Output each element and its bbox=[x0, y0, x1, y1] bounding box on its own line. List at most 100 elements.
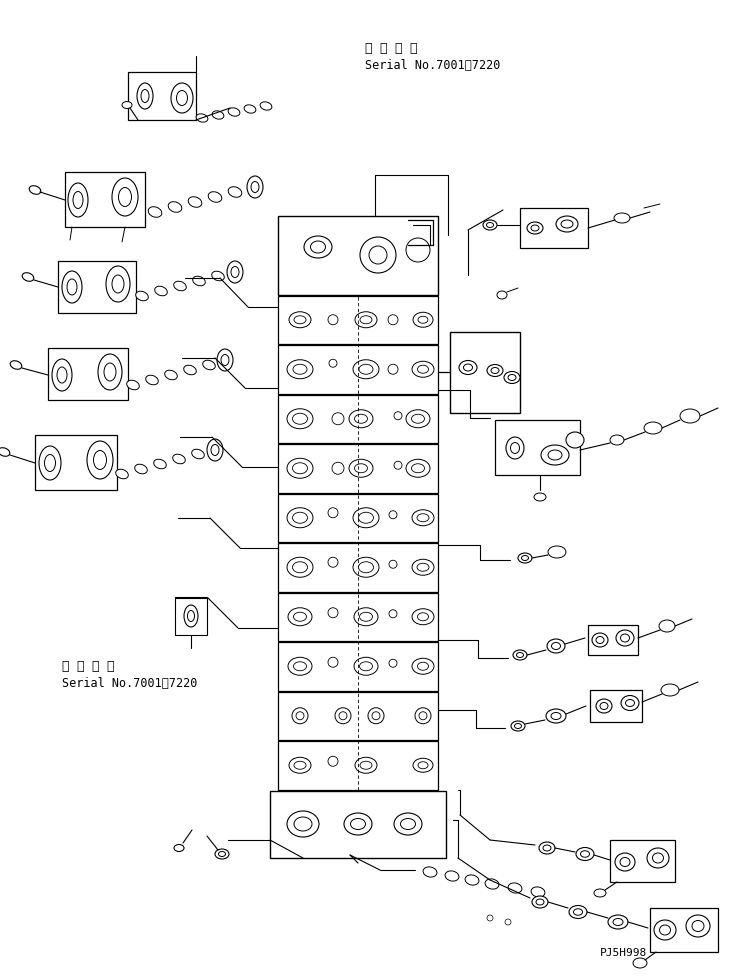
Ellipse shape bbox=[212, 111, 224, 120]
Ellipse shape bbox=[165, 370, 177, 380]
Ellipse shape bbox=[412, 560, 434, 575]
Ellipse shape bbox=[359, 365, 373, 374]
Ellipse shape bbox=[539, 842, 555, 854]
Ellipse shape bbox=[293, 562, 307, 572]
Ellipse shape bbox=[203, 361, 215, 369]
Ellipse shape bbox=[548, 546, 566, 558]
Circle shape bbox=[394, 412, 402, 419]
Ellipse shape bbox=[293, 612, 307, 621]
Circle shape bbox=[292, 708, 308, 724]
Ellipse shape bbox=[244, 105, 256, 113]
Ellipse shape bbox=[127, 380, 139, 390]
Ellipse shape bbox=[287, 409, 313, 429]
Ellipse shape bbox=[406, 460, 430, 477]
Bar bbox=[278, 544, 438, 592]
Bar bbox=[278, 296, 438, 345]
Ellipse shape bbox=[511, 721, 525, 731]
Ellipse shape bbox=[504, 371, 520, 383]
Circle shape bbox=[394, 462, 402, 469]
Ellipse shape bbox=[174, 845, 184, 852]
Bar bbox=[450, 332, 520, 413]
Ellipse shape bbox=[485, 879, 499, 889]
Ellipse shape bbox=[536, 899, 544, 905]
Ellipse shape bbox=[546, 709, 566, 723]
Text: Serial No.7001～7220: Serial No.7001～7220 bbox=[365, 59, 500, 72]
Bar bbox=[278, 494, 438, 543]
Ellipse shape bbox=[287, 811, 319, 837]
Ellipse shape bbox=[221, 355, 229, 366]
Ellipse shape bbox=[293, 662, 307, 670]
Circle shape bbox=[328, 315, 338, 324]
Ellipse shape bbox=[360, 761, 372, 769]
Ellipse shape bbox=[349, 410, 373, 427]
Ellipse shape bbox=[288, 658, 312, 675]
Ellipse shape bbox=[359, 612, 372, 621]
Circle shape bbox=[369, 246, 387, 264]
Ellipse shape bbox=[192, 449, 204, 459]
Ellipse shape bbox=[29, 186, 41, 194]
Ellipse shape bbox=[217, 349, 233, 371]
Ellipse shape bbox=[353, 558, 379, 577]
Ellipse shape bbox=[608, 915, 628, 929]
Ellipse shape bbox=[171, 83, 193, 113]
Ellipse shape bbox=[287, 459, 313, 478]
Circle shape bbox=[296, 711, 304, 719]
Bar bbox=[278, 346, 438, 394]
Ellipse shape bbox=[39, 446, 61, 480]
Circle shape bbox=[328, 757, 338, 766]
Ellipse shape bbox=[287, 360, 313, 378]
Ellipse shape bbox=[136, 291, 148, 301]
Ellipse shape bbox=[288, 608, 312, 626]
Circle shape bbox=[487, 915, 493, 921]
Ellipse shape bbox=[293, 365, 307, 374]
Ellipse shape bbox=[445, 871, 459, 881]
Ellipse shape bbox=[418, 366, 429, 373]
Ellipse shape bbox=[68, 183, 88, 217]
Circle shape bbox=[332, 413, 344, 424]
Ellipse shape bbox=[293, 463, 307, 473]
Bar bbox=[65, 172, 145, 227]
Ellipse shape bbox=[287, 508, 313, 528]
Ellipse shape bbox=[227, 261, 243, 283]
Ellipse shape bbox=[556, 216, 578, 232]
Ellipse shape bbox=[686, 915, 710, 937]
Ellipse shape bbox=[294, 761, 306, 769]
Ellipse shape bbox=[412, 609, 434, 625]
Ellipse shape bbox=[294, 316, 306, 323]
Ellipse shape bbox=[412, 415, 425, 423]
Circle shape bbox=[406, 238, 430, 262]
Ellipse shape bbox=[350, 818, 366, 829]
Ellipse shape bbox=[491, 368, 499, 373]
Ellipse shape bbox=[353, 508, 379, 528]
Ellipse shape bbox=[208, 192, 222, 202]
Ellipse shape bbox=[594, 889, 606, 897]
Ellipse shape bbox=[73, 191, 83, 209]
Circle shape bbox=[389, 511, 397, 518]
Ellipse shape bbox=[521, 556, 529, 561]
Ellipse shape bbox=[207, 439, 223, 461]
Ellipse shape bbox=[551, 712, 561, 719]
Circle shape bbox=[372, 711, 380, 719]
Ellipse shape bbox=[513, 650, 527, 660]
Ellipse shape bbox=[360, 316, 372, 323]
Ellipse shape bbox=[547, 639, 565, 653]
Bar bbox=[278, 643, 438, 691]
Ellipse shape bbox=[644, 422, 662, 434]
Text: 適 用 号 機: 適 用 号 機 bbox=[365, 42, 418, 55]
Ellipse shape bbox=[633, 958, 647, 968]
Ellipse shape bbox=[412, 464, 425, 472]
Ellipse shape bbox=[146, 375, 158, 385]
Ellipse shape bbox=[359, 662, 372, 670]
Bar bbox=[278, 742, 438, 790]
Ellipse shape bbox=[93, 451, 107, 469]
Bar bbox=[278, 445, 438, 493]
Ellipse shape bbox=[293, 414, 307, 424]
Ellipse shape bbox=[506, 437, 524, 459]
Ellipse shape bbox=[613, 918, 623, 925]
Ellipse shape bbox=[122, 102, 132, 109]
Ellipse shape bbox=[647, 848, 669, 868]
Ellipse shape bbox=[358, 513, 374, 523]
Ellipse shape bbox=[106, 266, 130, 302]
Ellipse shape bbox=[531, 887, 545, 897]
Ellipse shape bbox=[148, 207, 162, 218]
